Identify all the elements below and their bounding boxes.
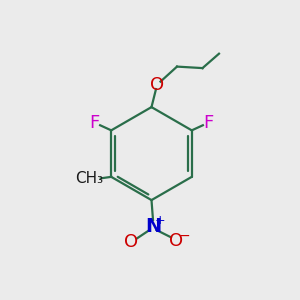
Text: F: F: [90, 114, 100, 132]
Text: O: O: [169, 232, 184, 250]
Text: O: O: [124, 233, 139, 251]
Text: F: F: [203, 114, 213, 132]
Text: −: −: [179, 229, 190, 242]
Text: N: N: [145, 217, 161, 236]
Text: O: O: [150, 76, 165, 94]
Text: CH₃: CH₃: [75, 171, 103, 186]
Text: +: +: [155, 214, 166, 227]
